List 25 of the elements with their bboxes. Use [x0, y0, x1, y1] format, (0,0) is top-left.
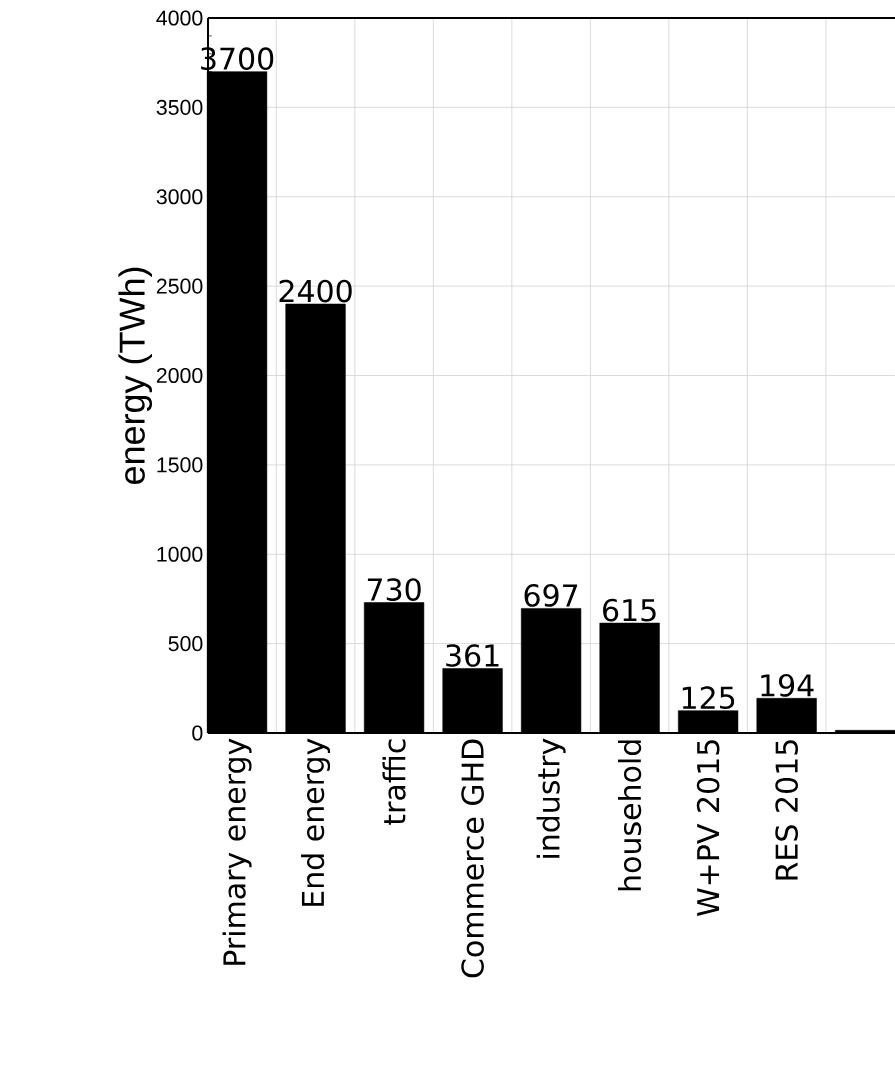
data-label: 2400 — [279, 279, 352, 303]
y-tick-label: 4000 — [156, 10, 203, 26]
data-label: 125 — [682, 686, 735, 710]
y-tick-label: 1000 — [157, 546, 203, 562]
data-label: 697 — [524, 584, 578, 607]
y-tick-label: 3000 — [156, 189, 203, 205]
y-axis-title: energy (TWh) — [118, 267, 152, 484]
y-tick-label: 1500 — [157, 457, 203, 473]
x-tick-label: W+PV 2015 — [696, 740, 720, 916]
y-tick-label: 3500 — [156, 99, 203, 115]
x-tick-label: Commerce GHD — [461, 739, 484, 978]
data-label: 194 — [761, 674, 814, 697]
y-tick-label: 0 — [192, 725, 203, 741]
y-tick-label: 2500 — [156, 278, 203, 294]
x-tick-label: RES 2015 — [775, 740, 798, 880]
x-tick-label: End energy — [301, 738, 331, 906]
y-tick-label: 500 — [168, 636, 203, 652]
y-tick-label: 2000 — [156, 367, 203, 384]
data-label: 361 — [446, 644, 499, 667]
data-label: 730 — [367, 578, 421, 601]
x-tick-label: Primary energy — [222, 738, 252, 965]
x-tick-label: traffic — [382, 739, 406, 825]
x-tick-label: industry — [536, 738, 566, 858]
data-label: 615 — [603, 598, 656, 622]
x-tick-label: household — [618, 740, 642, 891]
